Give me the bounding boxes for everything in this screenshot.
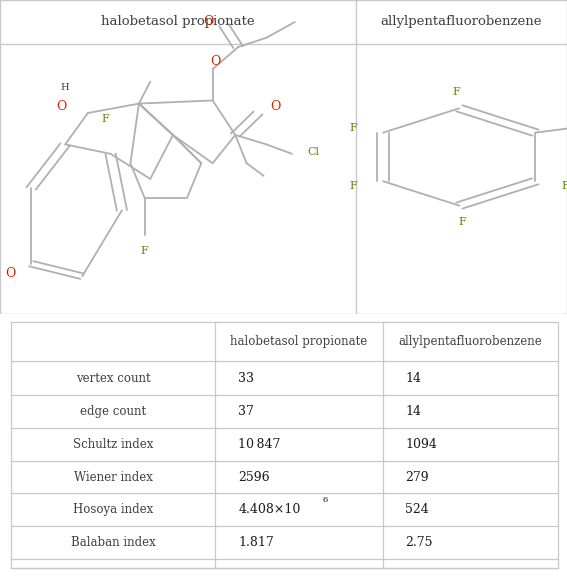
Text: O: O [56,100,66,113]
Text: Wiener index: Wiener index [74,471,153,484]
Text: 524: 524 [405,503,429,516]
Text: H: H [61,84,70,92]
Text: 4.408×10: 4.408×10 [238,503,301,516]
Text: edge count: edge count [81,405,146,418]
Text: Balaban index: Balaban index [71,536,156,549]
Text: F: F [350,123,358,133]
Text: 37: 37 [238,405,254,418]
Text: Cl: Cl [307,147,320,157]
Text: halobetasol propionate: halobetasol propionate [230,335,368,348]
Text: 1.817: 1.817 [238,536,274,549]
Text: 1094: 1094 [405,438,437,451]
Text: O: O [270,100,280,113]
Text: O: O [210,55,221,68]
Text: F: F [452,87,460,97]
Text: 2.75: 2.75 [405,536,433,549]
Text: Schultz index: Schultz index [73,438,154,451]
Text: O: O [5,267,15,279]
Text: F: F [350,181,358,191]
Text: O: O [203,16,213,28]
Text: 6: 6 [322,496,327,504]
Text: 10 847: 10 847 [238,438,281,451]
Text: 279: 279 [405,471,429,484]
Text: 33: 33 [238,372,254,385]
Text: allylpentafluorobenzene: allylpentafluorobenzene [399,335,543,348]
Text: F: F [458,217,466,227]
Text: 14: 14 [405,372,421,385]
Text: halobetasol propionate: halobetasol propionate [101,16,255,28]
Text: F: F [561,181,567,191]
Text: 2596: 2596 [238,471,270,484]
Text: F: F [101,114,109,124]
Text: allylpentafluorobenzene: allylpentafluorobenzene [381,16,542,28]
Text: Hosoya index: Hosoya index [73,503,154,516]
Text: F: F [141,246,149,256]
Text: vertex count: vertex count [76,372,151,385]
Text: 14: 14 [405,405,421,418]
